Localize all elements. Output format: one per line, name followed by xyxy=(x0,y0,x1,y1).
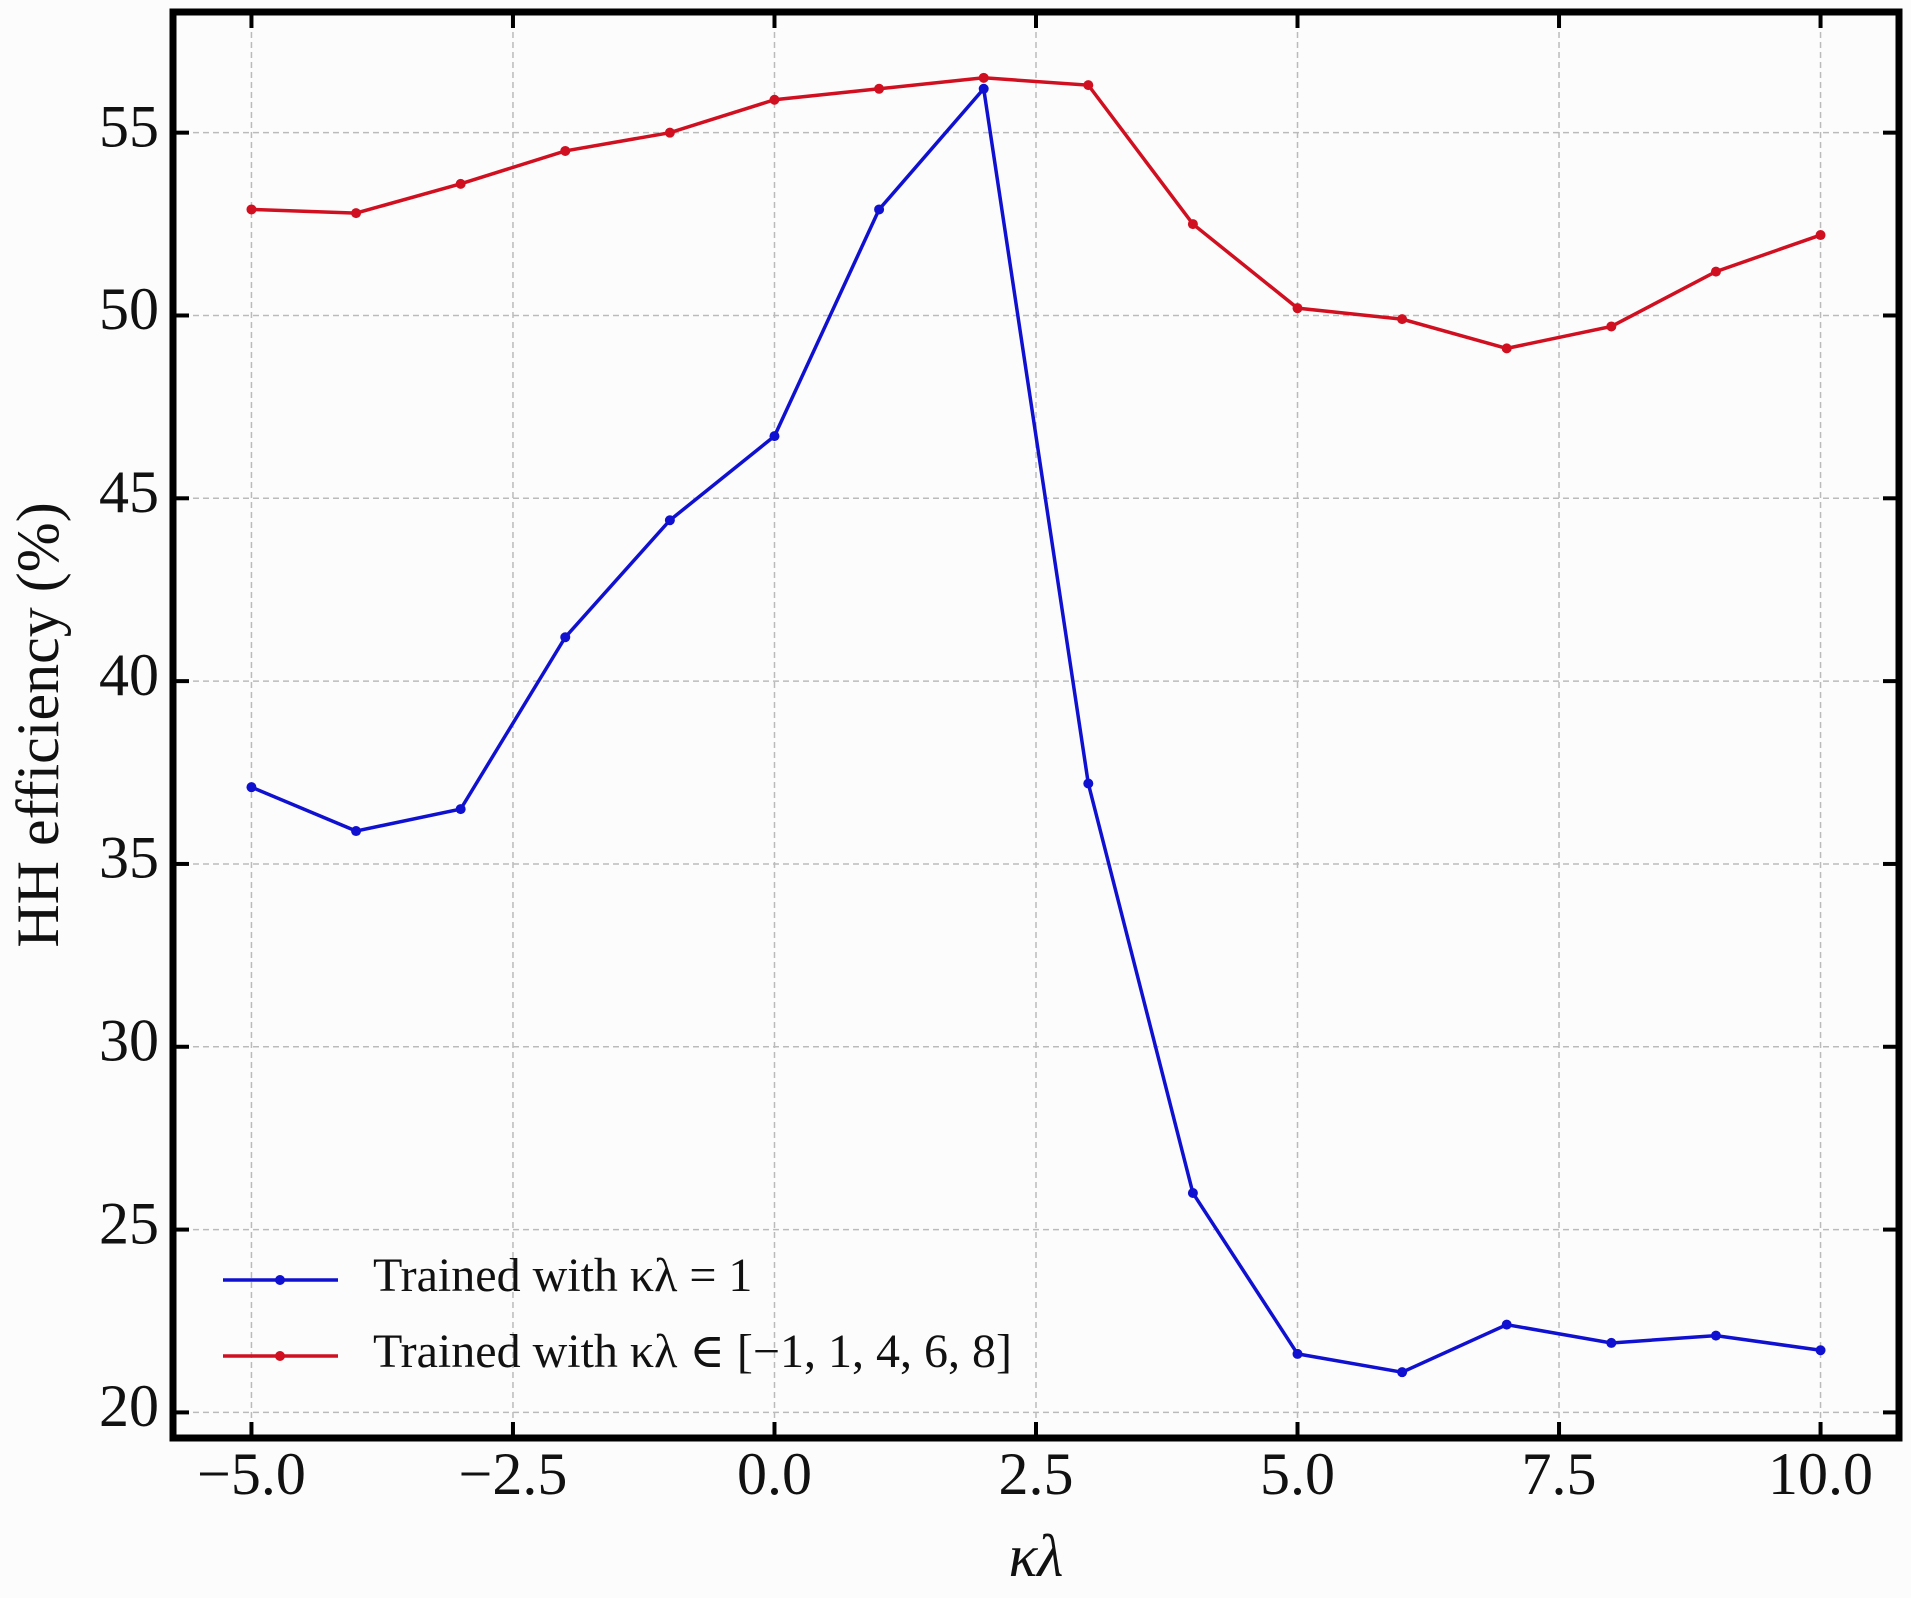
data-point xyxy=(1187,1188,1198,1199)
data-point xyxy=(1815,230,1826,241)
data-point xyxy=(1083,80,1094,91)
legend-label: Trained with κλ = 1 xyxy=(373,1249,752,1302)
legend-label: Trained with κλ ∈ [−1, 1, 4, 6, 8] xyxy=(373,1325,1012,1378)
data-point xyxy=(1501,343,1512,354)
data-point xyxy=(560,145,571,156)
data-point xyxy=(769,94,780,105)
y-tick-label: 55 xyxy=(99,93,159,159)
data-point xyxy=(664,515,675,526)
x-tick-label: 0.0 xyxy=(737,1441,812,1507)
x-tick-label: 2.5 xyxy=(999,1441,1074,1507)
data-point xyxy=(560,632,571,643)
data-point xyxy=(1083,778,1094,789)
data-point xyxy=(1292,303,1303,314)
x-axis-label: κλ xyxy=(1009,1523,1064,1589)
legend-marker xyxy=(275,1275,285,1285)
data-point xyxy=(246,204,257,215)
data-point xyxy=(1397,1367,1408,1378)
plot-frame xyxy=(169,8,1903,1442)
data-point xyxy=(1606,321,1617,332)
x-tick-label: −5.0 xyxy=(197,1441,306,1507)
data-point xyxy=(246,782,257,793)
x-tick-label: 7.5 xyxy=(1522,1441,1597,1507)
data-point xyxy=(1187,219,1198,230)
y-tick-label: 35 xyxy=(99,825,159,891)
y-tick-label: 50 xyxy=(99,276,159,342)
legend-marker xyxy=(275,1351,285,1361)
data-point xyxy=(874,204,885,215)
y-tick-label: 30 xyxy=(99,1008,159,1074)
series-line xyxy=(250,84,1821,1374)
data-point xyxy=(1501,1319,1512,1330)
data-point xyxy=(1397,314,1408,325)
data-point xyxy=(455,178,466,189)
y-tick-label: 25 xyxy=(99,1190,159,1256)
series-line xyxy=(251,76,1822,351)
data-point xyxy=(978,83,989,94)
data-point xyxy=(978,72,989,83)
data-point xyxy=(1815,1345,1826,1356)
data-point xyxy=(664,127,675,138)
y-tick-label: 20 xyxy=(99,1373,159,1439)
y-tick-label: 45 xyxy=(99,459,159,525)
data-point xyxy=(874,83,885,94)
data-point xyxy=(1292,1348,1303,1359)
data-point xyxy=(455,804,466,815)
data-point xyxy=(351,826,362,837)
y-axis-label: HH efficiency (%) xyxy=(5,502,71,947)
y-tick-label: 40 xyxy=(99,642,159,708)
data-point xyxy=(351,208,362,219)
data-point xyxy=(1606,1337,1617,1348)
data-point xyxy=(1710,266,1721,277)
x-tick-label: −2.5 xyxy=(459,1441,568,1507)
data-point xyxy=(1710,1330,1721,1341)
x-tick-label: 10.0 xyxy=(1768,1441,1873,1507)
data-point xyxy=(769,431,780,442)
x-tick-label: 5.0 xyxy=(1260,1441,1335,1507)
